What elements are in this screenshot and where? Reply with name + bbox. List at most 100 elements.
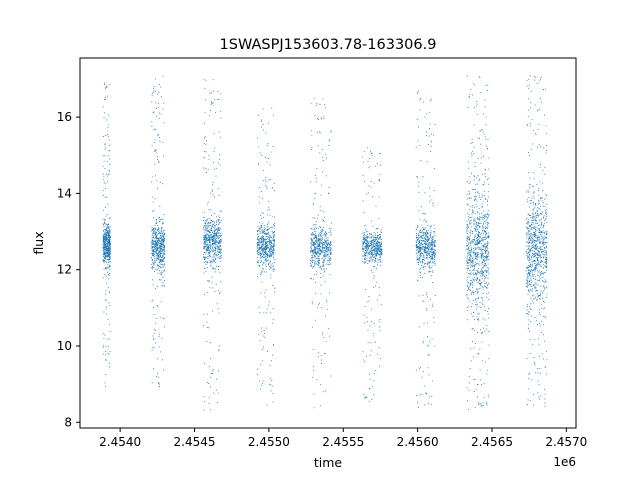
- data-point: [211, 262, 213, 264]
- data-point: [156, 244, 157, 246]
- data-point: [431, 257, 433, 259]
- data-point: [371, 241, 373, 243]
- data-point: [153, 263, 155, 265]
- data-point: [207, 227, 209, 229]
- data-point: [482, 286, 484, 288]
- data-point: [320, 240, 322, 241]
- data-point: [469, 222, 471, 224]
- data-point: [154, 240, 156, 242]
- data-point: [371, 247, 373, 249]
- data-point: [107, 181, 109, 182]
- data-point: [157, 135, 159, 137]
- data-point: [211, 268, 213, 269]
- data-point: [269, 253, 271, 255]
- data-point: [430, 234, 431, 236]
- data-point: [474, 264, 476, 266]
- data-point: [106, 253, 108, 254]
- data-point: [319, 250, 321, 252]
- data-point: [318, 256, 320, 258]
- data-point: [323, 252, 325, 254]
- data-point: [210, 386, 212, 388]
- data-point: [162, 254, 164, 256]
- data-point: [482, 261, 483, 263]
- data-point: [373, 261, 375, 263]
- data-point: [209, 241, 211, 243]
- data-point: [363, 238, 364, 240]
- data-point: [312, 242, 314, 243]
- data-point: [220, 219, 222, 221]
- data-point: [475, 199, 477, 201]
- data-point: [468, 247, 470, 249]
- data-point: [102, 236, 104, 238]
- data-point: [475, 248, 477, 250]
- data-point: [103, 253, 104, 255]
- data-point: [212, 230, 214, 232]
- data-point: [373, 394, 375, 396]
- data-point: [428, 233, 430, 235]
- data-point: [485, 233, 487, 235]
- data-point: [106, 250, 108, 252]
- data-point: [217, 244, 219, 246]
- data-point: [380, 248, 382, 249]
- data-point: [214, 291, 216, 293]
- data-point: [219, 164, 221, 166]
- data-point: [362, 245, 364, 247]
- data-point: [477, 222, 479, 224]
- data-point: [486, 293, 488, 295]
- data-point: [107, 226, 109, 228]
- data-point: [105, 230, 107, 232]
- data-point: [265, 258, 267, 260]
- data-point: [161, 259, 163, 261]
- data-point: [269, 241, 271, 243]
- data-point: [375, 237, 377, 239]
- data-point: [469, 251, 471, 253]
- data-point: [466, 281, 468, 283]
- data-point: [261, 232, 263, 234]
- data-point: [484, 199, 486, 200]
- data-point: [267, 231, 269, 233]
- data-point: [415, 259, 417, 261]
- data-point: [381, 229, 383, 231]
- data-point: [209, 93, 211, 94]
- data-point: [218, 392, 220, 394]
- data-point: [217, 249, 219, 251]
- data-point: [217, 252, 219, 254]
- data-point: [379, 250, 381, 252]
- data-point: [378, 244, 380, 246]
- data-point: [425, 257, 427, 259]
- data-point: [161, 242, 163, 244]
- data-point: [153, 246, 155, 248]
- data-point: [417, 238, 419, 240]
- data-point: [215, 258, 217, 260]
- data-point: [208, 247, 210, 248]
- data-point: [378, 259, 380, 261]
- data-point: [426, 255, 428, 256]
- data-point: [326, 157, 327, 159]
- data-point: [311, 243, 313, 245]
- data-point: [266, 235, 268, 237]
- data-point: [434, 244, 436, 246]
- data-point: [273, 231, 275, 233]
- data-point: [105, 259, 107, 261]
- data-point: [203, 137, 205, 139]
- data-point: [472, 300, 474, 301]
- data-point: [375, 243, 377, 245]
- data-point: [427, 249, 429, 251]
- data-point: [423, 213, 425, 215]
- data-point: [430, 241, 432, 243]
- data-point: [155, 233, 156, 235]
- data-point: [372, 271, 374, 273]
- data-point: [152, 245, 154, 247]
- data-point: [156, 305, 158, 306]
- data-point: [417, 262, 419, 263]
- data-point: [375, 238, 377, 239]
- data-point: [545, 241, 547, 243]
- data-point: [426, 345, 428, 347]
- data-point: [476, 288, 478, 290]
- data-point: [316, 252, 318, 254]
- data-point: [364, 246, 366, 248]
- data-point: [471, 328, 473, 330]
- data-point: [471, 260, 473, 262]
- data-point: [268, 304, 270, 306]
- data-point: [466, 229, 468, 231]
